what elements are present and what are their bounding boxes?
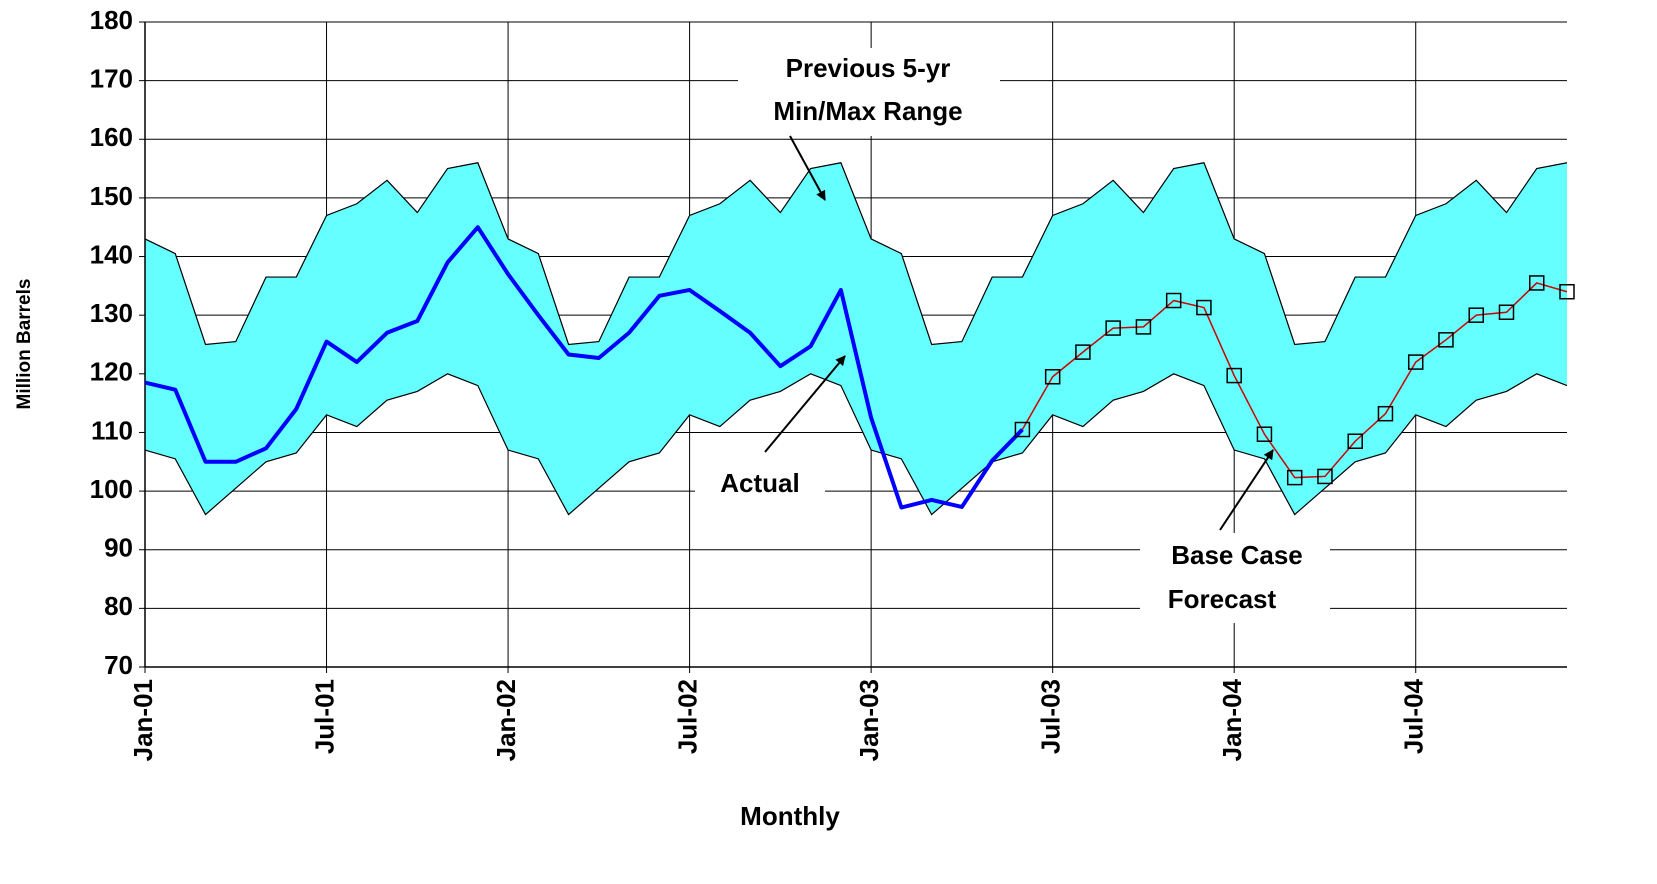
x-tick-label: Jul-04 (1399, 678, 1429, 754)
marker (1468, 307, 1484, 323)
marker (1014, 421, 1031, 438)
marker (1226, 367, 1242, 384)
annotation: Min/Max Range (773, 96, 962, 126)
marker (1256, 426, 1273, 442)
annotation-box (1140, 533, 1330, 623)
y-tick-label: 150 (90, 181, 133, 211)
marker (1105, 320, 1121, 336)
annotation: Forecast (1168, 584, 1277, 614)
y-tick-label: 160 (90, 122, 133, 152)
marker (1407, 354, 1424, 370)
marker (1317, 468, 1333, 485)
y-axis-title: Million Barrels (14, 279, 35, 410)
marker (1438, 332, 1454, 348)
marker (1135, 319, 1152, 335)
marker (1498, 304, 1515, 320)
x-tick-label: Jan-04 (1217, 678, 1247, 761)
y-tick-label: 80 (104, 591, 133, 621)
marker (1377, 405, 1394, 422)
marker (1559, 283, 1575, 300)
annotation-box (738, 48, 1000, 136)
x-tick-label: Jan-01 (128, 679, 158, 761)
y-tick-label: 140 (90, 239, 133, 269)
marker (1196, 299, 1212, 316)
annotation-box (695, 464, 825, 506)
arrow (764, 355, 846, 453)
arrow (1219, 449, 1274, 531)
annotation: Base Case (1171, 540, 1303, 570)
y-tick-label: 90 (104, 533, 133, 563)
y-tick-label: 120 (90, 357, 133, 387)
y-tick-label: 170 (90, 64, 133, 94)
y-tick-label: 70 (104, 650, 133, 680)
series-line (1021, 282, 1568, 479)
marker (1347, 433, 1363, 449)
y-tick-label: 100 (90, 474, 133, 504)
marker (1286, 469, 1303, 486)
annotation: Actual (720, 468, 799, 498)
marker (1075, 344, 1091, 360)
x-tick-label: Jul-01 (309, 679, 339, 754)
marker (1528, 275, 1545, 291)
x-tick-label: Jan-02 (491, 679, 521, 761)
x-tick-label: Jul-03 (1036, 679, 1066, 754)
band-area (145, 162, 1567, 515)
y-tick-label: 110 (91, 415, 133, 445)
x-axis-title: Monthly (740, 801, 840, 831)
x-tick-label: Jul-02 (672, 679, 702, 754)
annotation: Previous 5-yr (786, 53, 951, 83)
band-edge (144, 162, 1568, 346)
marker (1165, 292, 1182, 309)
x-tick-label: Jan-03 (854, 679, 884, 761)
y-tick-label: 180 (90, 5, 133, 35)
y-tick-label: 130 (90, 298, 133, 328)
series-line (144, 225, 1024, 510)
arrow (789, 135, 826, 201)
marker (1044, 369, 1061, 385)
